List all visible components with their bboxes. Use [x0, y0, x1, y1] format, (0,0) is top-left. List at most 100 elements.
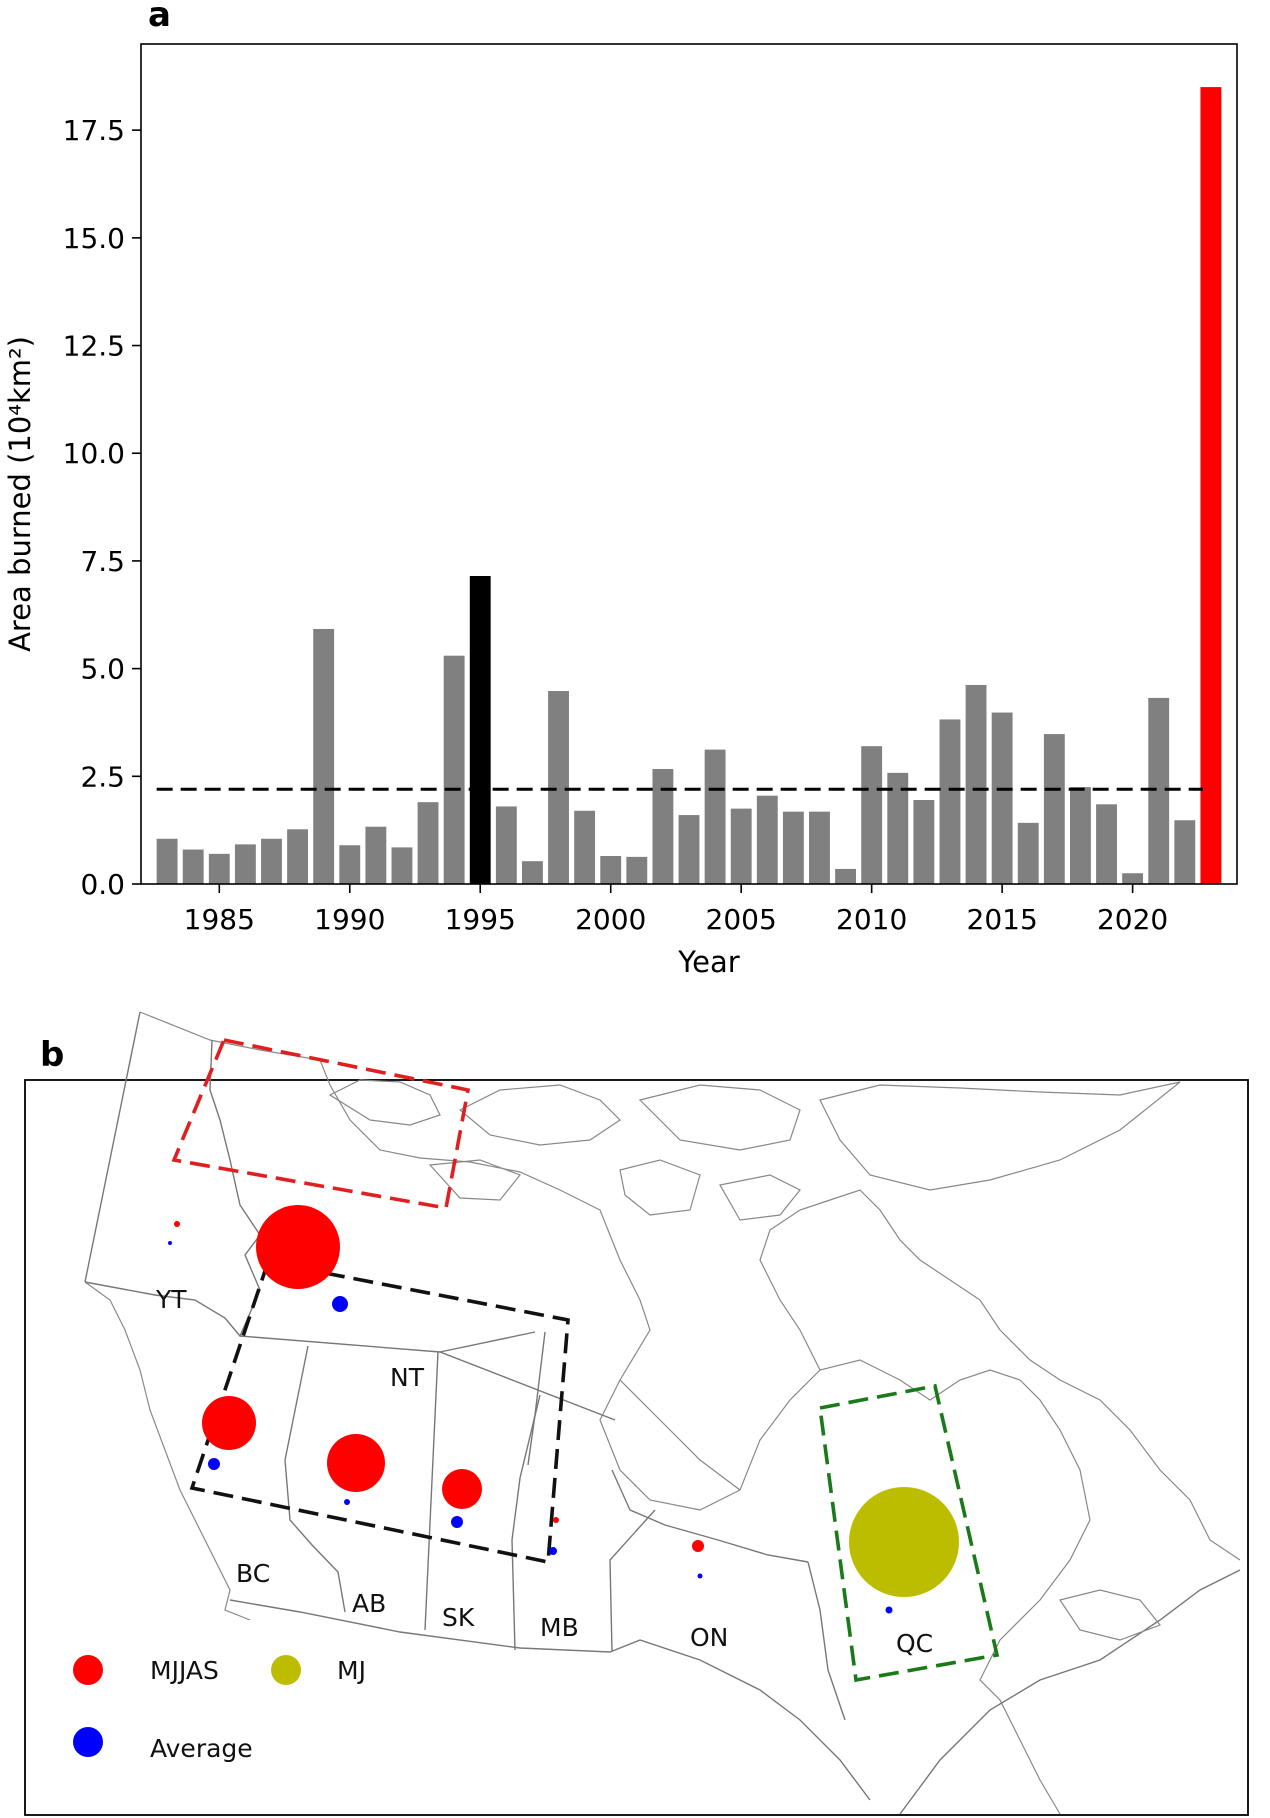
- east-coast: [999, 1329, 1241, 1641]
- y-tick-label: 5.0: [80, 653, 125, 686]
- bar-1989: [313, 628, 335, 884]
- mjjas-circle-ab: [327, 1434, 385, 1492]
- southern-border: [229, 1569, 1241, 1815]
- x-axis-title: Year: [677, 945, 739, 979]
- bar-2000: [600, 856, 622, 884]
- bar-2003: [678, 815, 700, 884]
- bar-2010: [861, 746, 883, 884]
- prairie-borders: [284, 1345, 541, 1651]
- average-circle-on: [697, 1573, 703, 1579]
- average-circle-nt: [332, 1296, 348, 1312]
- mjjas-circle-nt: [256, 1205, 340, 1289]
- bar-2019: [1096, 804, 1117, 884]
- bar-2004: [704, 749, 726, 884]
- map-frame: [24, 1079, 1249, 1816]
- x-tick-label: 2020: [1097, 903, 1168, 936]
- pacific-coast: [84, 1281, 251, 1621]
- average-circle-ab: [344, 1499, 350, 1505]
- y-axis-title: Area burned (10⁴km²): [3, 336, 37, 652]
- province-label-nt: NT: [390, 1363, 425, 1392]
- bar-1990: [339, 845, 361, 884]
- y-tick-label: 0.0: [80, 868, 125, 901]
- x-tick-label: 2000: [575, 903, 646, 936]
- bar-2006: [756, 795, 778, 884]
- province-label-bc: BC: [236, 1559, 270, 1588]
- bar-2001: [626, 856, 648, 884]
- province-label-sk: SK: [442, 1603, 475, 1632]
- bar-1988: [287, 829, 309, 884]
- bar-2009: [835, 868, 857, 884]
- y-tick-label: 17.5: [63, 114, 125, 147]
- average-circle-qc: [885, 1606, 893, 1614]
- y-tick-label: 7.5: [80, 545, 125, 578]
- legend-label-average: Average: [150, 1734, 253, 1763]
- mj-circle-qc: [849, 1487, 959, 1597]
- bar-2002: [652, 768, 674, 884]
- legend-swatch-average: [73, 1727, 103, 1757]
- bar-2005: [730, 808, 752, 884]
- province-label-on: ON: [690, 1623, 728, 1652]
- x-tick-label: 1985: [184, 903, 255, 936]
- bar-2018: [1069, 787, 1091, 884]
- x-tick-label: 2005: [706, 903, 777, 936]
- average-circle-sk: [451, 1516, 463, 1528]
- bar-1997: [521, 861, 543, 884]
- bar-1999: [574, 810, 596, 884]
- mjjas-circle-bc: [202, 1396, 256, 1450]
- mjjas-circle-on: [692, 1540, 704, 1552]
- mjjas-circle-sk: [442, 1469, 482, 1509]
- bar-2016: [1017, 822, 1039, 884]
- legend-label-mjjas: MJJAS: [150, 1656, 219, 1685]
- province-label-mb: MB: [540, 1613, 579, 1642]
- x-tick-label: 1990: [314, 903, 385, 936]
- x-tick-label: 1995: [445, 903, 516, 936]
- mjjas-circle-mb: [553, 1517, 559, 1523]
- legend-label-mj: MJ: [337, 1656, 366, 1685]
- bar-2020: [1122, 873, 1144, 884]
- bar-1984: [182, 849, 204, 884]
- on-qc-borders: [609, 1469, 846, 1721]
- y-tick-label: 2.5: [80, 760, 125, 793]
- bar-1995: [469, 576, 491, 884]
- bar-1998: [548, 691, 569, 884]
- plot-frame: [140, 43, 1238, 885]
- bar-2014: [965, 684, 987, 884]
- panel-b-letter: b: [40, 1035, 64, 1075]
- bar-1985: [208, 853, 230, 884]
- bar-1996: [495, 806, 517, 884]
- yt-border: [84, 1011, 261, 1338]
- average-circle-yt: [168, 1241, 172, 1245]
- bar-2011: [887, 772, 909, 884]
- y-tick-label: 15.0: [63, 222, 125, 255]
- bar-1987: [261, 838, 282, 884]
- mjjas-circle-yt: [174, 1221, 180, 1227]
- bar-1993: [417, 802, 439, 884]
- average-circle-mb: [549, 1547, 557, 1555]
- x-tick-label: 2015: [967, 903, 1038, 936]
- bar-2015: [991, 712, 1013, 884]
- bar-2007: [782, 811, 804, 884]
- panel-a-letter: a: [148, 0, 171, 35]
- bar-chart: 0.0 2.5 5.0 7.5 10.0 12.5 15.0 17.5 1985 1990 1995…: [3, 43, 1238, 979]
- bar-2021: [1148, 697, 1170, 884]
- bar-2023: [1200, 87, 1222, 885]
- province-label-ab: AB: [352, 1589, 386, 1618]
- province-label-qc: QC: [896, 1629, 933, 1658]
- legend-swatch-mj: [271, 1655, 301, 1685]
- bar-1983: [156, 838, 178, 884]
- average-circle-bc: [208, 1458, 220, 1470]
- bar-2017: [1043, 734, 1065, 884]
- coastline: [139, 1011, 1091, 1815]
- y-tick-label: 12.5: [63, 330, 125, 363]
- y-tick-label: 10.0: [63, 437, 125, 470]
- bar-1994: [443, 655, 465, 884]
- bar-2022: [1174, 820, 1196, 884]
- legend-swatch-mjjas: [73, 1655, 103, 1685]
- east-region-box: [817, 1383, 1000, 1683]
- map-legend: MJJAS MJ Average: [73, 1655, 366, 1763]
- x-tick-label: 2010: [836, 903, 907, 936]
- bar-1992: [391, 847, 413, 884]
- bar-2008: [809, 811, 830, 884]
- bar-2012: [913, 800, 935, 884]
